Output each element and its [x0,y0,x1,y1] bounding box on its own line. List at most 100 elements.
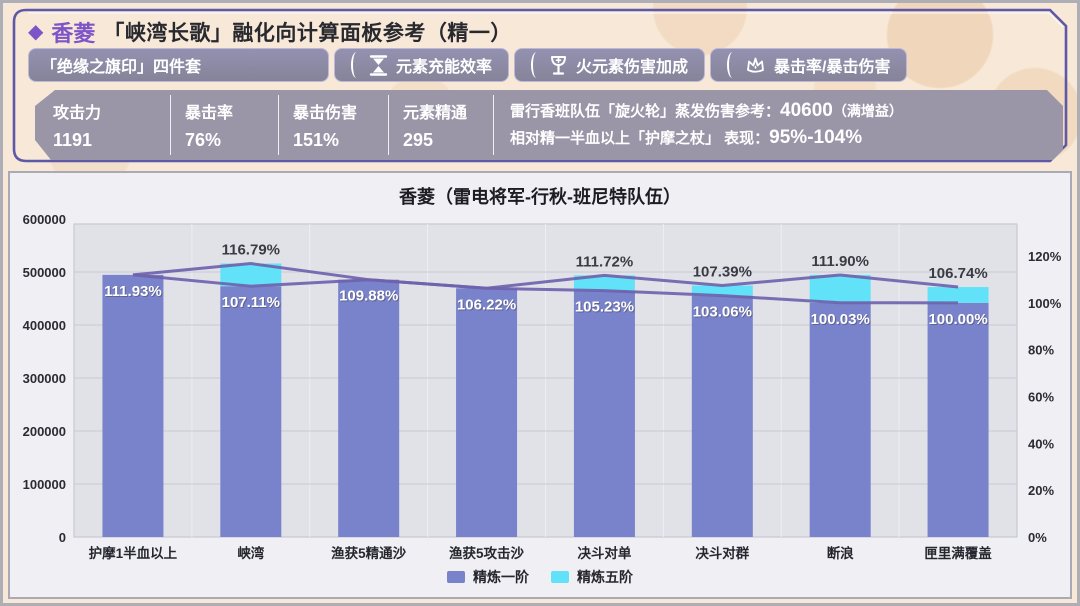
bar-r1-7 [927,302,989,537]
stat-label: 暴击伤害 [293,105,358,122]
stat-pill-energy-recharge: 元素充能效率 [334,48,510,82]
stat-value: 1191 [53,130,93,150]
bar-label-r1-2: 109.88% [339,288,398,305]
bar-label-r1-7: 100.00% [928,311,987,328]
stat-label: 暴击率 [185,105,234,122]
right-tick-4: 80% [1028,343,1054,358]
bar-r1-4 [573,290,635,537]
bar-label-r5-4: 111.72% [576,253,634,270]
bar-r1-5 [691,295,753,537]
x-axis-label-0: 护摩1半血以上 [89,545,178,561]
note-line-1: 雷行香班队伍「旋火轮」蒸发伤害参考：40600（满增益） [510,98,1063,125]
stat-pill-pyro-dmg: 火元素伤害加成 [514,48,706,82]
legend-item-r1: 精炼一阶 [447,567,529,587]
left-tick-3: 300000 [23,371,66,386]
note-value: 40600 [780,100,833,121]
left-tick-1: 100000 [23,477,66,492]
damage-notes: 雷行香班队伍「旋火轮」蒸发伤害参考：40600（满增益） 相对精一半血以上「护摩… [494,90,1063,160]
bracket-decor [531,52,542,78]
stat-value: 295 [403,130,434,150]
line-r1 [132,273,959,305]
goblet-icon [551,55,567,75]
stat-pill-label: 元素充能效率 [396,59,493,76]
stat-value: 151% [293,130,340,150]
stat-cell-crit-dmg: 暴击伤害 151% [279,90,388,160]
bar-label-r5-6: 111.90% [811,253,869,270]
stat-cell-crit-rate: 暴击率 76% [171,90,278,160]
stats-bar: 攻击力 1191 暴击率 76% 暴击伤害 151% 元素精通 295 雷行香班… [35,90,1063,160]
right-tick-2: 40% [1028,436,1054,451]
crown-icon [747,57,764,73]
legend-swatch-r5 [551,571,569,583]
bar-label-r5-7: 106.74% [928,265,987,282]
left-tick-0: 0 [59,530,66,545]
right-tick-1: 20% [1028,483,1054,498]
bar-r5-6 [809,274,871,303]
stat-label: 元素精通 [403,105,468,122]
legend-label: 精炼五阶 [577,569,633,585]
chart-title: 香菱（雷电将军-行秋-班尼特队伍） [399,187,681,207]
character-name: 香菱 [51,21,96,46]
stats-divider [388,95,389,155]
bar-r1-1 [220,286,282,537]
stats-divider [170,95,171,155]
bar-label-r1-1: 107.11% [222,294,280,311]
stat-pill-label: 暴击率/暴击伤害 [774,59,891,76]
stat-cell-atk: 攻击力 1191 [35,90,170,160]
bar-label-r1-5: 103.06% [693,304,752,321]
bar-r1-3 [456,288,518,537]
chart-card: 香菱（雷电将军-行秋-班尼特队伍） 111.93% 护摩1半血以上 107.11% 1… [8,171,1072,599]
stat-cell-em: 元素精通 295 [389,90,493,160]
stat-label: 攻击力 [53,105,102,122]
x-axis-label-1: 峡湾 [237,545,264,561]
header-panel: ◆ 香菱 「峡湾长歌」融化向计算面板参考（精一） 「绝缘之旗印」四件套 元素充能… [12,8,1068,163]
hourglass-icon [369,54,388,76]
left-tick-4: 400000 [23,318,66,333]
right-tick-0: 0% [1028,530,1047,545]
bar-r5-1 [220,263,282,287]
stat-pill-label: 火元素伤害加成 [576,59,689,76]
left-tick-5: 500000 [23,265,66,280]
bar-r1-2 [338,279,400,537]
x-axis-label-5: 决斗对群 [695,545,749,561]
tag-pills-row: 「绝缘之旗印」四件套 元素充能效率 火元素伤害加成 [28,48,908,82]
bar-label-r5-1: 116.79% [222,242,280,259]
bar-label-r1-0: 111.93% [104,283,162,300]
left-tick-2: 200000 [23,424,66,439]
stats-divider [278,95,279,155]
note-text: 雷行香班队伍「旋火轮」蒸发伤害参考： [510,103,781,120]
chart-svg: 111.93% 护摩1半血以上 107.11% 116.79% 峡湾 109.88% 渔获5… [23,212,1062,561]
x-axis-label-7: 匣里满覆盖 [924,545,992,561]
note-suffix: （满增益） [832,103,903,119]
legend-swatch-r1 [447,571,465,583]
diamond-icon: ◆ [28,21,44,43]
bracket-decor [727,52,738,78]
bar-r5-5 [691,285,753,296]
stat-pill-crit: 暴击率/暴击伤害 [710,48,908,82]
right-tick-6: 120% [1028,249,1062,264]
legend-item-r5: 精炼五阶 [551,567,633,587]
bracket-decor [351,52,362,78]
x-axis-label-2: 渔获5精通沙 [331,545,407,561]
note-line-2: 相对精一半血以上「护摩之杖」 表现：95%-104% [510,125,1063,152]
bar-r5-4 [573,275,635,291]
line-r5 [132,262,959,290]
stat-value: 76% [185,130,222,150]
artifact-set-pill: 「绝缘之旗印」四件套 [28,48,329,82]
x-axis-label-6: 断浪 [827,545,855,561]
right-tick-5: 100% [1028,296,1062,311]
bar-r1-0 [102,274,164,537]
bar-label-r1-3: 106.22% [457,296,516,313]
bar-label-r1-4: 105.23% [575,299,634,316]
x-axis-label-3: 渔获5攻击沙 [449,545,525,561]
bar-r1-6 [809,302,871,537]
artifact-set-label: 「绝缘之旗印」四件套 [41,59,202,76]
note-text: 相对精一半血以上「护摩之杖」 表现： [510,130,770,147]
panel-title: ◆ 香菱 「峡湾长歌」融化向计算面板参考（精一） [28,16,512,48]
stats-divider [493,95,494,155]
bar-label-r5-5: 107.39% [693,264,752,281]
legend-label: 精炼一阶 [473,569,529,585]
left-tick-6: 600000 [23,212,66,227]
bar-r5-7 [927,287,989,303]
note-value: 95%-104% [769,127,863,148]
